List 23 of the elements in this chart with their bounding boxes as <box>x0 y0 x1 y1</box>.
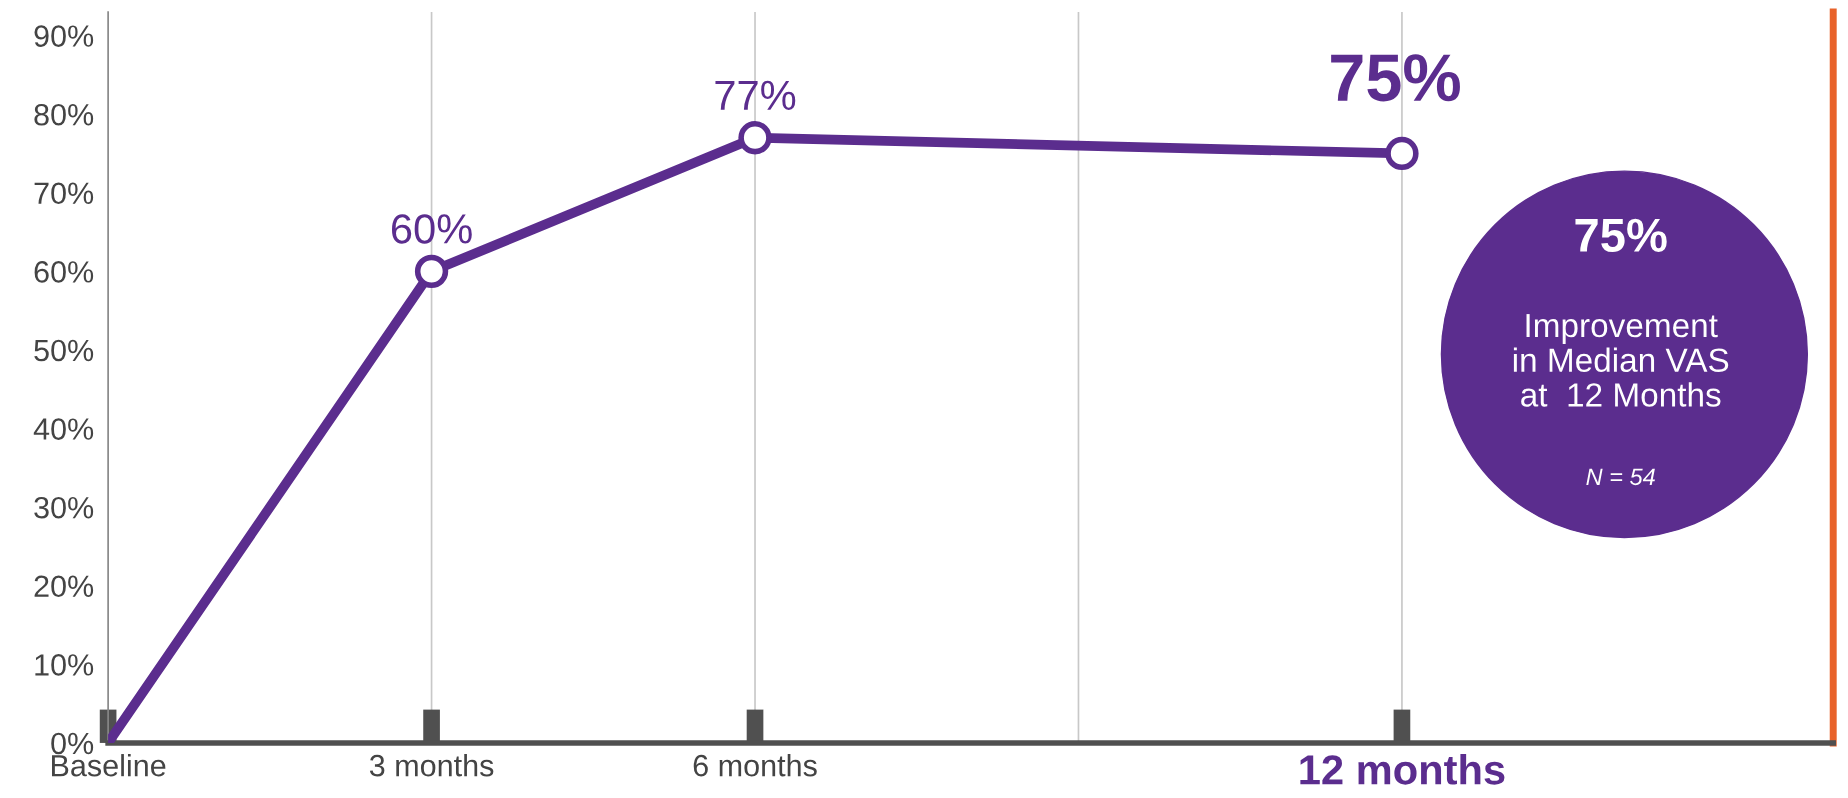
annotation: Improvement in Median VAS at 12 Months <box>1513 314 1729 407</box>
point <box>414 254 449 289</box>
annotation: N = 54 <box>1586 468 1655 486</box>
y-tick-label: 90% <box>34 25 94 47</box>
y-tick-label: 0% <box>51 732 94 755</box>
y-tick-label: 70% <box>34 182 94 205</box>
data-label: 60% <box>391 214 472 244</box>
x-tick-label: 3 months <box>369 754 494 777</box>
point <box>738 121 772 155</box>
data-label: 75% <box>1331 54 1460 102</box>
x-tick-label: 12 months <box>1300 754 1505 785</box>
point <box>1385 136 1419 171</box>
y-tick-label: 30% <box>34 496 94 519</box>
x-tick-label: 6 months <box>693 754 817 777</box>
y-tick-label: 50% <box>34 339 94 362</box>
data-label: 77% <box>715 80 796 110</box>
y-tick-label: 80% <box>34 103 94 126</box>
annotation: 75% <box>1575 218 1667 253</box>
y-tick-label: 60% <box>34 261 94 283</box>
x-tick-label: Baseline <box>52 754 166 777</box>
y-tick-label: 10% <box>35 654 94 676</box>
y-tick-label: 40% <box>33 418 94 440</box>
y-tick-label: 20% <box>34 575 94 598</box>
